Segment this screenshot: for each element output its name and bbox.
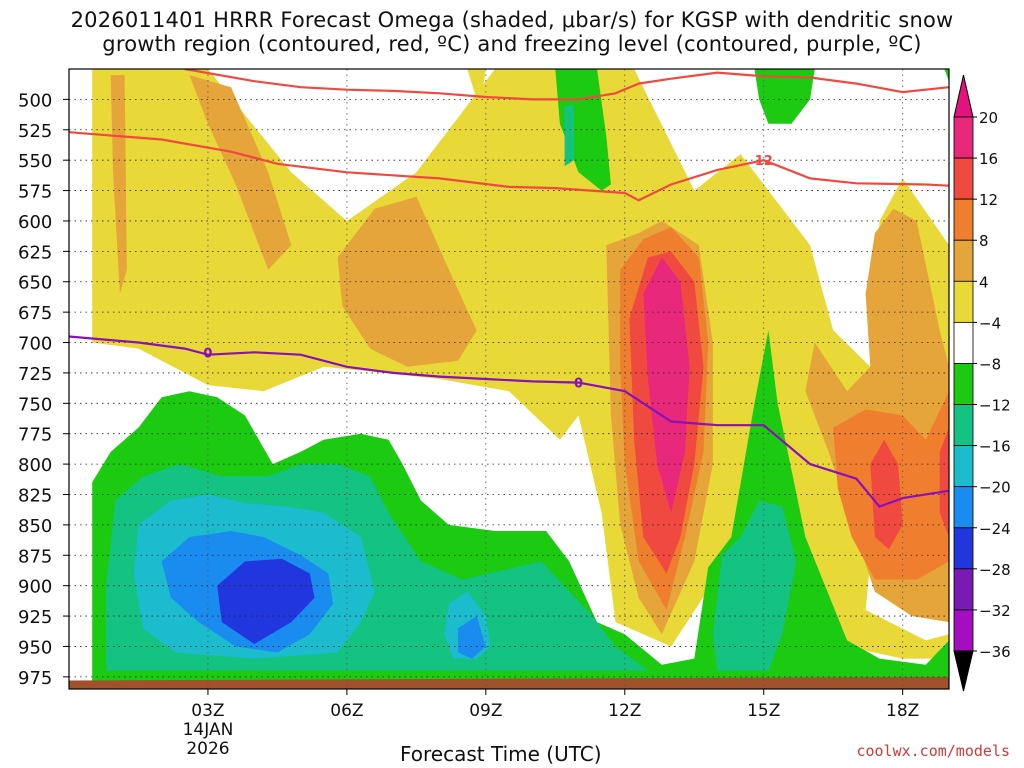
colorbar-segment	[953, 198, 974, 241]
colorbar: 20 16 12 8 4 −4 −8 −12 −16 −20 −24 −28 −32 −36	[953, 74, 1011, 692]
chart-title-line-1: 2026011401 HRRR Forecast Omega (shaded, …	[70, 8, 954, 32]
colorbar-label: −28	[979, 561, 1011, 579]
colorbar-segment	[953, 404, 974, 447]
pressure-tick-label: 675	[18, 303, 52, 324]
omega-region	[939, 427, 949, 537]
omega-region	[458, 616, 486, 659]
pressure-tick-label: 625	[18, 242, 52, 263]
colorbar-label: 8	[979, 232, 989, 250]
colorbar-segment	[953, 568, 974, 611]
time-tick-label: 15Z	[747, 701, 780, 721]
plot-frame	[68, 68, 950, 690]
colorbar-segment	[953, 609, 974, 652]
omega-region	[467, 69, 486, 100]
pressure-tick-label: 925	[18, 607, 52, 628]
colorbar-segment	[953, 280, 974, 323]
colorbar-label: −8	[979, 355, 1001, 373]
isotherm-label: 12	[755, 154, 773, 169]
chart-title-line-2: growth region (contoured, red, ºC) and f…	[102, 32, 922, 56]
pressure-tick-label: 750	[18, 394, 52, 415]
omega-region	[754, 69, 815, 124]
colorbar-bottom-triangle	[953, 650, 974, 692]
colorbar-label: −16	[979, 438, 1011, 456]
pressure-tick-label: 500	[18, 90, 52, 111]
colorbar-segment	[953, 321, 974, 364]
pressure-tick-label: 875	[18, 546, 52, 567]
time-tick-label: 09Z	[469, 701, 502, 721]
year-label: 2026	[186, 739, 229, 759]
ground-fill	[69, 676, 949, 689]
colorbar-segment	[953, 363, 974, 405]
pressure-tick-label: 850	[18, 516, 52, 537]
colorbar-label: 4	[979, 273, 989, 291]
pressure-tick-label: 525	[18, 121, 52, 142]
pressure-tick-label: 575	[18, 182, 52, 203]
pressure-tick-label: 650	[18, 273, 52, 294]
time-tick-label: 06Z	[330, 701, 363, 721]
colorbar-segment	[953, 157, 974, 200]
minus18c-isotherm-line	[184, 69, 949, 101]
pressure-tick-label: 900	[18, 577, 52, 598]
omega-region	[217, 558, 315, 644]
colorbar-label: −20	[979, 479, 1011, 497]
pressure-tick-label: 600	[18, 212, 52, 233]
freezing-level-label: 0	[203, 346, 212, 361]
pressure-tick-label: 725	[18, 364, 52, 385]
time-tick-label: 03Z	[191, 701, 224, 721]
colorbar-label: −24	[979, 520, 1011, 538]
pressure-tick-label: 975	[18, 668, 52, 689]
colorbar-top-triangle	[953, 74, 974, 118]
freezing-level-label: 0	[574, 377, 583, 392]
colorbar-segment	[953, 527, 974, 570]
omega-shading	[92, 69, 949, 689]
omega-region	[189, 75, 292, 270]
colorbar-label: −36	[979, 643, 1011, 661]
colorbar-label: 20	[979, 109, 998, 127]
colorbar-segment	[953, 116, 974, 159]
omega-region	[110, 75, 127, 294]
omega-region	[337, 196, 477, 367]
omega-region	[944, 69, 949, 82]
time-tick-label: 18Z	[886, 701, 919, 721]
omega-region	[564, 105, 574, 167]
colorbar-segment	[953, 445, 974, 488]
omega-region	[92, 69, 949, 659]
pressure-tick-label: 950	[18, 637, 52, 658]
pressure-tick-label: 775	[18, 425, 52, 446]
freezing-level-line	[69, 335, 949, 508]
colorbar-segment	[953, 486, 974, 529]
contour-lines: 12 0 0	[69, 69, 949, 508]
pressure-tick-label: 700	[18, 334, 52, 355]
omega-region	[870, 439, 903, 550]
pressure-tick-label: 825	[18, 485, 52, 506]
grid-lines	[69, 69, 949, 689]
colorbar-label: −32	[979, 602, 1011, 620]
x-axis-title: Forecast Time (UTC)	[400, 742, 602, 766]
colorbar-segment	[953, 239, 974, 282]
pressure-tick-label: 800	[18, 455, 52, 476]
y-axis-labels: 500 525 550 575 600 625 650 675 700 725 750 775 800 8…	[18, 90, 69, 689]
date-label: 14JAN	[183, 720, 234, 740]
colorbar-label: 16	[979, 150, 998, 168]
omega-region	[712, 500, 797, 671]
ground-layer	[69, 676, 949, 689]
omega-region	[643, 257, 690, 513]
pressure-tick-label: 550	[18, 151, 52, 172]
colorbar-label: 12	[979, 191, 998, 209]
time-tick-label: 12Z	[608, 701, 641, 721]
credit-text: coolwx.com/models	[856, 742, 1010, 760]
colorbar-label: −12	[979, 397, 1011, 415]
minus12c-isotherm-line	[69, 131, 949, 202]
colorbar-label: −4	[979, 314, 1001, 332]
